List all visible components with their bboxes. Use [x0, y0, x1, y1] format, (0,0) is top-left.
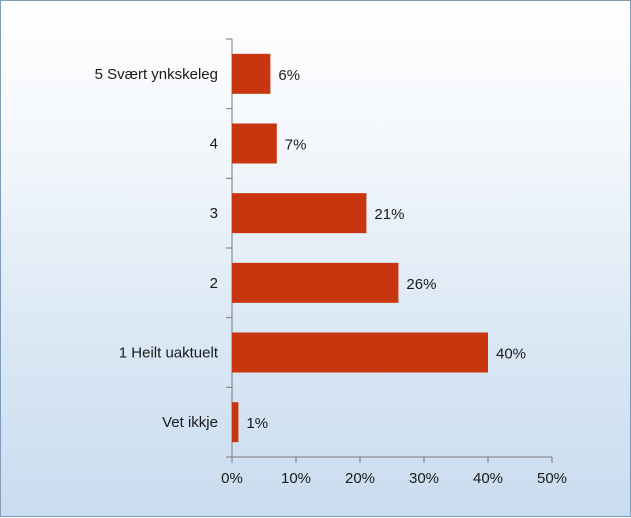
- x-tick-label: 40%: [473, 470, 503, 487]
- category-label: 1 Heilt uaktuelt: [119, 345, 219, 362]
- data-label: 21%: [374, 206, 404, 223]
- bar: [232, 262, 399, 303]
- category-label: 5 Svært ynkskeleg: [95, 66, 218, 83]
- category-label: Vet ikkje: [162, 414, 218, 431]
- bar: [232, 332, 488, 373]
- bar: [232, 53, 271, 94]
- data-label: 7%: [285, 137, 307, 154]
- data-label: 40%: [496, 346, 526, 363]
- category-label: 4: [210, 136, 218, 153]
- x-tick-label: 0%: [221, 470, 243, 487]
- data-label: 6%: [278, 67, 300, 84]
- x-tick-label: 50%: [537, 470, 567, 487]
- x-tick-label: 20%: [345, 470, 375, 487]
- x-tick-label: 10%: [281, 470, 311, 487]
- x-tick-label: 30%: [409, 470, 439, 487]
- bar: [232, 402, 239, 443]
- bar: [232, 123, 277, 164]
- category-label: 3: [210, 205, 218, 222]
- data-label: 1%: [246, 415, 268, 432]
- data-label: 26%: [406, 276, 436, 293]
- bar: [232, 193, 367, 234]
- category-label: 2: [210, 275, 218, 292]
